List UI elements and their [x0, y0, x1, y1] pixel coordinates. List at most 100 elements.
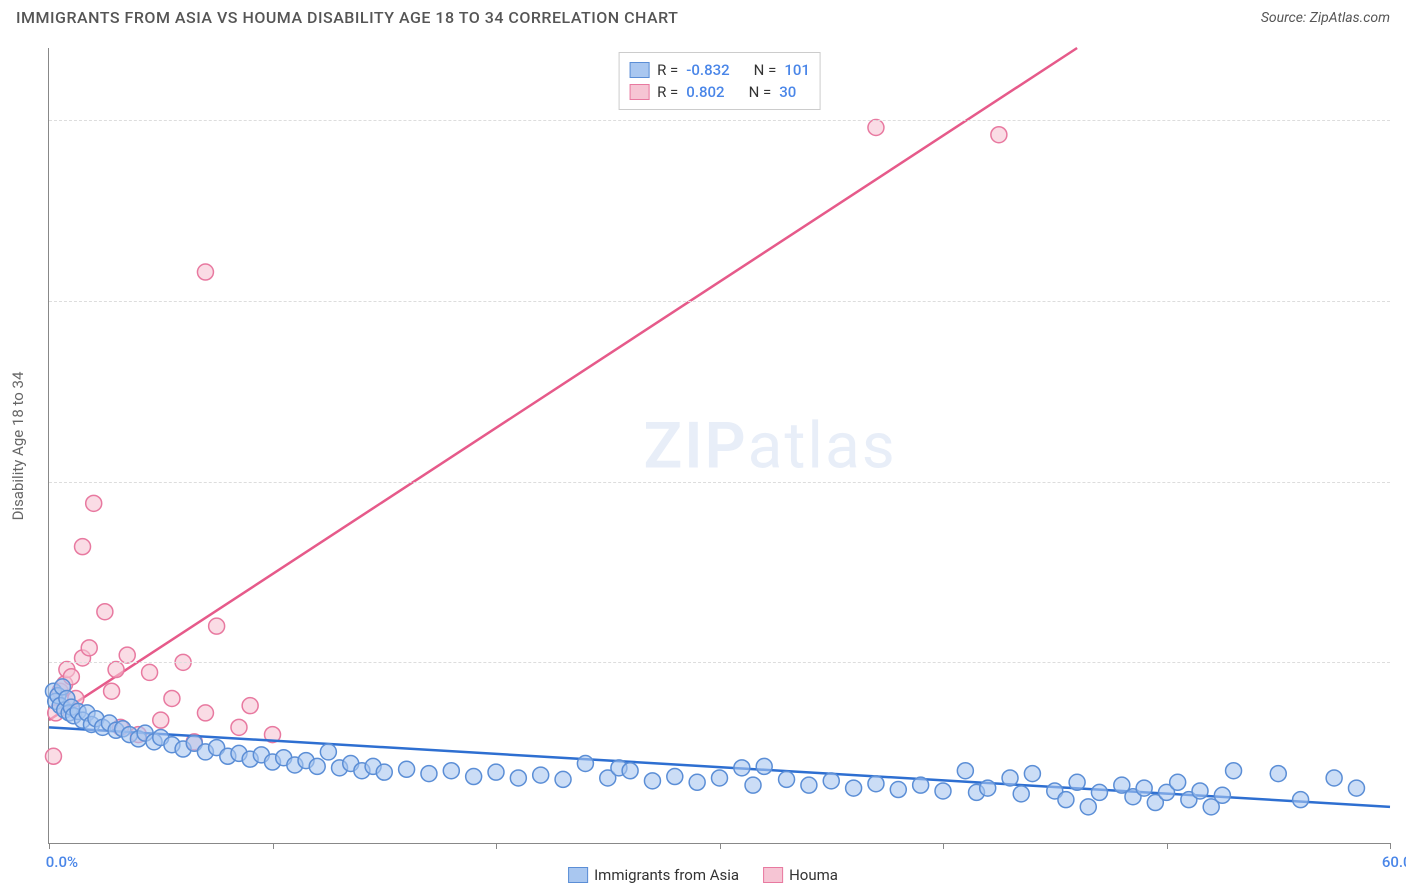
gridline — [49, 120, 1390, 121]
data-point — [153, 712, 169, 728]
data-point — [142, 664, 158, 680]
data-point — [45, 748, 61, 764]
data-point — [421, 766, 437, 782]
r-value-blue: -0.832 — [686, 61, 729, 79]
data-point — [443, 763, 459, 779]
data-point — [991, 127, 1007, 143]
xtick — [496, 843, 497, 849]
n-label: N = — [749, 83, 772, 101]
n-value-blue: 101 — [784, 61, 810, 79]
data-point — [1214, 787, 1230, 803]
correlation-stats-box: R = -0.832 N = 101 R = 0.802 N = 30 — [618, 52, 821, 110]
legend-swatch-pink — [763, 867, 783, 883]
data-point — [108, 662, 124, 678]
r-label: R = — [657, 83, 678, 101]
data-point — [913, 777, 929, 793]
trend-line — [49, 48, 1077, 720]
data-point — [104, 683, 120, 699]
data-point — [1170, 774, 1186, 790]
data-point — [1192, 783, 1208, 799]
gridline — [49, 301, 1390, 302]
data-point — [1091, 784, 1107, 800]
data-point — [745, 777, 761, 793]
chart-title: IMMIGRANTS FROM ASIA VS HOUMA DISABILITY… — [16, 8, 678, 27]
data-point — [164, 690, 180, 706]
data-point — [712, 770, 728, 786]
data-point — [376, 764, 392, 780]
data-point — [1136, 780, 1152, 796]
data-point — [533, 767, 549, 783]
xtick-label: 60.0% — [1382, 853, 1406, 871]
legend-item-pink: Houma — [763, 866, 838, 884]
data-point — [97, 604, 113, 620]
stats-row-pink: R = 0.802 N = 30 — [629, 81, 810, 103]
y-axis-label: Disability Age 18 to 34 — [9, 372, 27, 521]
data-point — [309, 758, 325, 774]
data-point — [510, 770, 526, 786]
data-point — [577, 756, 593, 772]
chart-header: IMMIGRANTS FROM ASIA VS HOUMA DISABILITY… — [0, 0, 1406, 31]
n-value-pink: 30 — [779, 83, 796, 101]
xtick — [1167, 843, 1168, 849]
legend-label-blue: Immigrants from Asia — [594, 866, 739, 884]
stats-row-blue: R = -0.832 N = 101 — [629, 59, 810, 81]
data-point — [1293, 792, 1309, 808]
scatter-svg — [49, 48, 1390, 843]
data-point — [320, 744, 336, 760]
data-point — [1024, 766, 1040, 782]
data-point — [1002, 770, 1018, 786]
data-point — [209, 618, 225, 634]
data-point — [1348, 780, 1364, 796]
data-point — [622, 763, 638, 779]
data-point — [801, 777, 817, 793]
data-point — [689, 774, 705, 790]
data-point — [868, 120, 884, 136]
data-point — [1080, 799, 1096, 815]
xtick — [1390, 843, 1391, 849]
data-point — [466, 769, 482, 785]
xtick — [273, 843, 274, 849]
data-point — [399, 761, 415, 777]
ytick-label: 12.5% — [1400, 653, 1406, 671]
gridline — [49, 482, 1390, 483]
data-point — [75, 539, 91, 555]
data-point — [81, 640, 97, 656]
data-point — [119, 647, 135, 663]
data-point — [555, 771, 571, 787]
ytick-label: 50.0% — [1400, 111, 1406, 129]
data-point — [242, 698, 258, 714]
xtick — [49, 843, 50, 849]
xtick-label: 0.0% — [46, 853, 78, 871]
data-point — [197, 264, 213, 280]
ytick-label: 37.5% — [1400, 292, 1406, 310]
r-label: R = — [657, 61, 678, 79]
source-attribution: Source: ZipAtlas.com — [1261, 10, 1390, 26]
data-point — [1058, 792, 1074, 808]
data-point — [231, 719, 247, 735]
data-point — [644, 773, 660, 789]
data-point — [197, 705, 213, 721]
data-point — [935, 783, 951, 799]
n-label: N = — [754, 61, 777, 79]
swatch-blue — [629, 62, 649, 78]
data-point — [868, 776, 884, 792]
data-point — [86, 495, 102, 511]
data-point — [1013, 786, 1029, 802]
data-point — [890, 782, 906, 798]
data-point — [488, 764, 504, 780]
gridline — [49, 662, 1390, 663]
data-point — [779, 771, 795, 787]
data-point — [980, 780, 996, 796]
data-point — [957, 763, 973, 779]
bottom-legend: Immigrants from Asia Houma — [568, 866, 838, 884]
data-point — [1326, 770, 1342, 786]
data-point — [667, 769, 683, 785]
data-point — [1226, 763, 1242, 779]
legend-swatch-blue — [568, 867, 588, 883]
chart-plot-area: ZIPatlas R = -0.832 N = 101 R = 0.802 N … — [48, 48, 1390, 844]
swatch-pink — [629, 84, 649, 100]
xtick — [720, 843, 721, 849]
legend-item-blue: Immigrants from Asia — [568, 866, 739, 884]
data-point — [1270, 766, 1286, 782]
data-point — [846, 780, 862, 796]
